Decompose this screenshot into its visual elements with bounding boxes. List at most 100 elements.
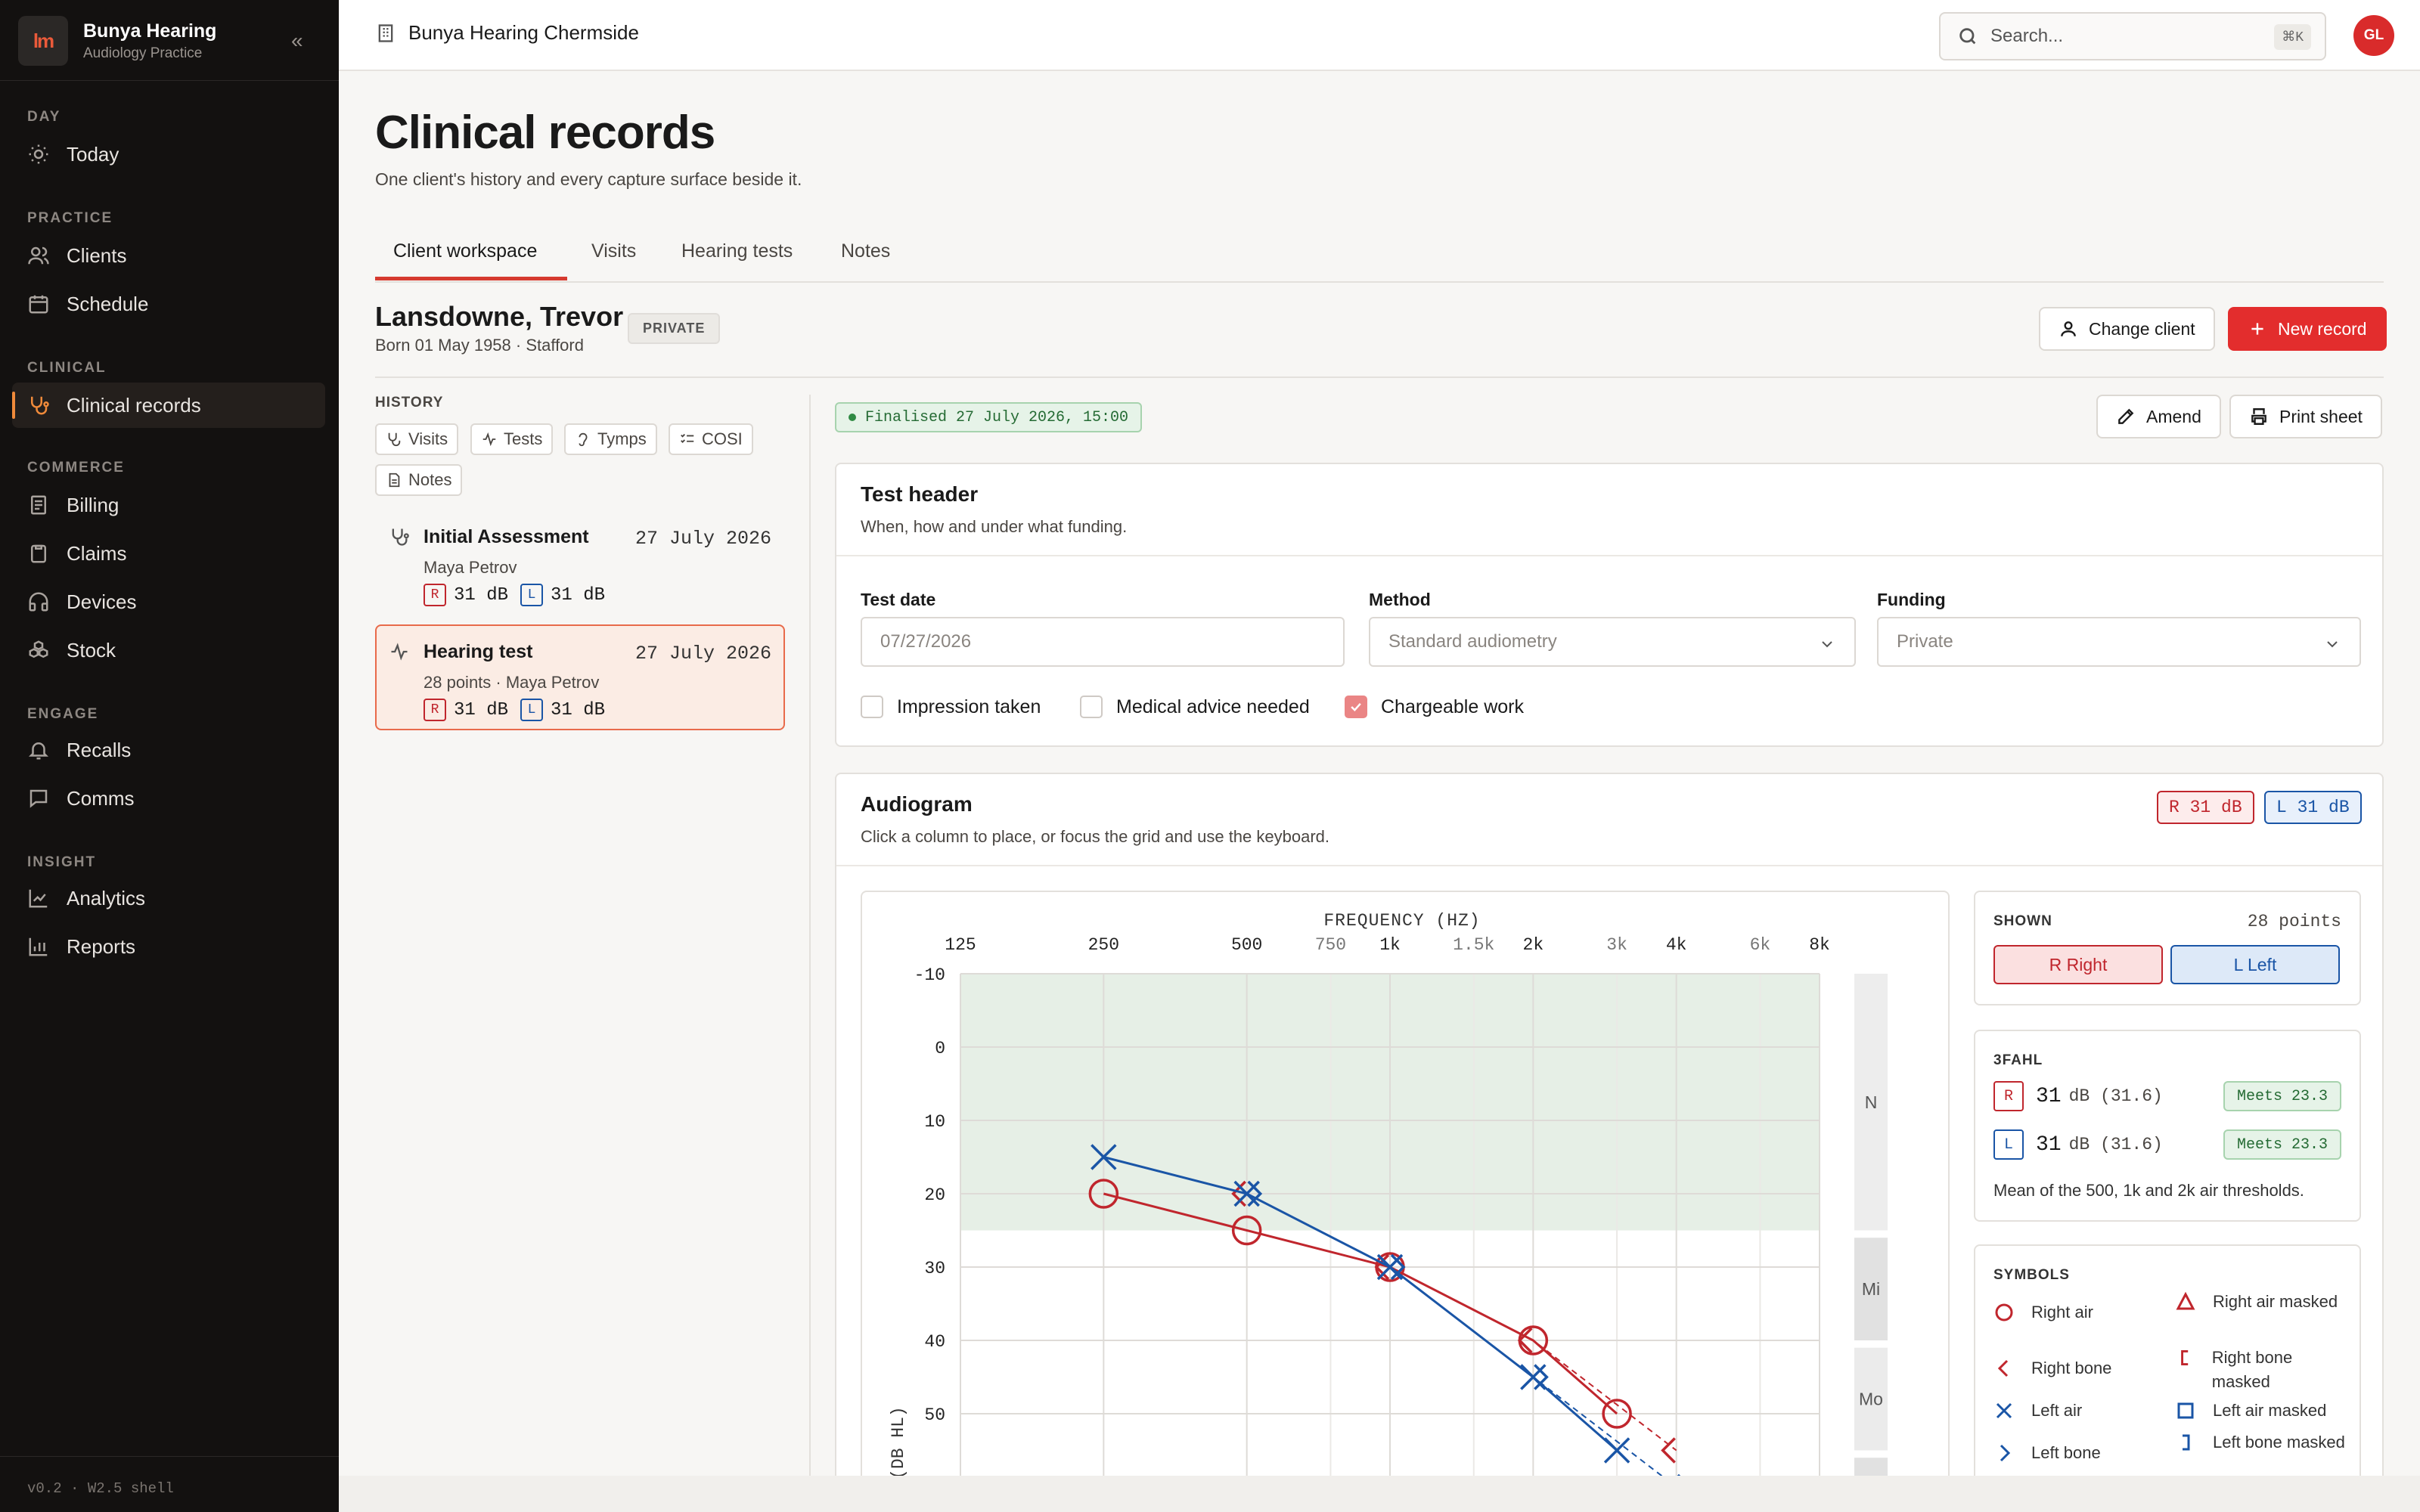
tab-notes[interactable]: Notes [841,240,891,262]
divider [809,395,811,1512]
sidebar-item-label: Stock [67,638,116,662]
y-tick-label: 50 [924,1405,945,1425]
right-bone-point[interactable] [1374,1253,1390,1281]
sidebar-item-label: Clinical records [67,393,201,417]
audiogram-chart[interactable]: FREQUENCY (HZ) LEVEL (DB HL) 125 250 500 75… [862,892,1948,1512]
brand[interactable]: lm Bunya Hearing Audiology Practice [18,14,216,68]
show-left-toggle[interactable]: L Left [2170,945,2340,984]
filter-notes[interactable]: Notes [375,464,463,496]
filter-visits[interactable]: Visits [375,423,459,455]
divider [836,865,2382,866]
right-air-point[interactable] [1231,1215,1262,1246]
severity-band-label: Mo [1859,1390,1883,1409]
sidebar-item-reports[interactable]: Reports [12,924,325,969]
left-bone-point[interactable] [1247,1180,1263,1207]
method-value: Standard audiometry [1388,631,1557,652]
print-sheet-button[interactable]: Print sheet [2229,395,2382,438]
right-ear-badge: R [424,584,446,606]
sidebar-item-claims[interactable]: Claims [12,531,325,576]
filter-tymps[interactable]: Tymps [564,423,657,455]
sidebar-item-clinical-records[interactable]: Clinical records [12,383,325,428]
square-icon [2177,1402,2194,1419]
audiogram-card: Audiogram Click a column to place, or fo… [835,773,2384,1512]
chevron-down-icon [1822,641,1832,648]
right-air-point[interactable] [1602,1399,1632,1429]
collapse-sidebar-icon[interactable]: « [291,29,303,52]
sidebar-item-clients[interactable]: Clients [12,233,325,278]
section-label-engage: ENGAGE [27,706,99,722]
section-label-practice: PRACTICE [27,210,113,226]
test-date-label: Test date [861,590,936,609]
sidebar-item-billing[interactable]: Billing [12,482,325,528]
right-fahl-value: 31 [2036,1084,2062,1108]
x-tick-label: 125 [945,935,976,955]
brand-name: Bunya Hearing [83,20,217,42]
clipboard-icon [31,544,46,563]
amend-button[interactable]: Amend [2096,395,2221,438]
filter-label: Visits [408,429,448,448]
funding-badge: PRIVATE [628,313,721,344]
left-bone-point[interactable] [1534,1364,1549,1390]
left-air-point[interactable] [1603,1437,1630,1464]
left-air-point[interactable] [1091,1144,1117,1170]
chargeable-work-checkbox[interactable]: Chargeable work [1345,696,1524,718]
history-item-title: Initial Assessment [424,526,589,547]
change-client-button[interactable]: Change client [2039,307,2215,351]
left-fahl-value: 31 [2036,1132,2062,1157]
filter-tests[interactable]: Tests [470,423,554,455]
pulse-icon [482,432,496,447]
legend-right-air-masked: Right air masked [2175,1290,2349,1314]
tab-client-workspace[interactable]: Client workspace [393,240,538,262]
legend-label: Right air [2031,1303,2093,1321]
print-label: Print sheet [2279,406,2363,426]
avatar[interactable]: GL [2353,15,2394,56]
building-icon [378,23,393,42]
method-select[interactable]: Standard audiometry [1369,617,1856,667]
left-bone-point[interactable] [1390,1253,1406,1281]
sidebar-item-schedule[interactable]: Schedule [12,281,325,327]
show-right-toggle[interactable]: R Right [1993,945,2163,984]
receipt-icon [31,495,46,515]
funding-select[interactable]: Private [1877,617,2361,667]
medical-advice-checkbox[interactable]: Medical advice needed [1080,696,1310,718]
client-dob: Born 01 May 1958 · Stafford [375,336,584,355]
right-air-point[interactable] [1088,1179,1119,1209]
test-date-field[interactable]: 07/27/2026 [861,617,1345,667]
sidebar-item-today[interactable]: Today [12,132,325,177]
search-input[interactable]: Search... ⌘K [1939,12,2326,60]
section-label-commerce: COMMERCE [27,460,125,476]
x-tick-label: 500 [1231,935,1262,955]
square-bracket-left-icon [2181,1349,2189,1366]
new-record-button[interactable]: New record [2228,307,2387,351]
page-title: Clinical records [375,107,715,159]
severity-band [1854,1347,1888,1451]
card-title: Test header [861,482,979,506]
sidebar-item-label: Comms [67,786,135,810]
right-bone-point[interactable] [1231,1180,1246,1207]
right-bone-point[interactable] [1517,1327,1533,1354]
sidebar-item-devices[interactable]: Devices [12,579,325,624]
filter-cosi[interactable]: COSI [669,423,753,455]
location-name: Bunya Hearing Chermside [408,21,639,44]
sun-icon [29,144,48,164]
sidebar-item-comms[interactable]: Comms [12,776,325,821]
chevron-down-icon [2327,641,2338,648]
sidebar-item-recalls[interactable]: Recalls [12,727,325,773]
sidebar-item-analytics[interactable]: Analytics [12,875,325,921]
tab-visits[interactable]: Visits [591,240,637,262]
test-header-card: Test header When, how and under what fun… [835,463,2384,747]
audiogram-chart-panel[interactable]: FREQUENCY (HZ) LEVEL (DB HL) 125 250 500 75… [861,891,1950,1512]
calendar-icon [29,295,48,314]
sidebar-item-stock[interactable]: Stock [12,627,325,673]
history-item-selected[interactable]: Hearing test 27 July 2026 28 points · Ma… [375,624,785,730]
location-selector[interactable]: Bunya Hearing Chermside [375,21,639,45]
left-fahl-unit: dB (31.6) [2068,1135,2163,1154]
history-item[interactable]: Initial Assessment 27 July 2026 Maya Pet… [375,510,785,615]
tab-hearing-tests[interactable]: Hearing tests [681,240,793,262]
right-bone-point[interactable] [1661,1437,1676,1464]
panel-title: SYMBOLS [1993,1267,2070,1283]
bracket-left-icon [1997,1359,2009,1377]
check-icon [1351,702,1361,711]
impression-taken-checkbox[interactable]: Impression taken [861,696,1041,718]
funding-value: Private [1897,631,1953,652]
